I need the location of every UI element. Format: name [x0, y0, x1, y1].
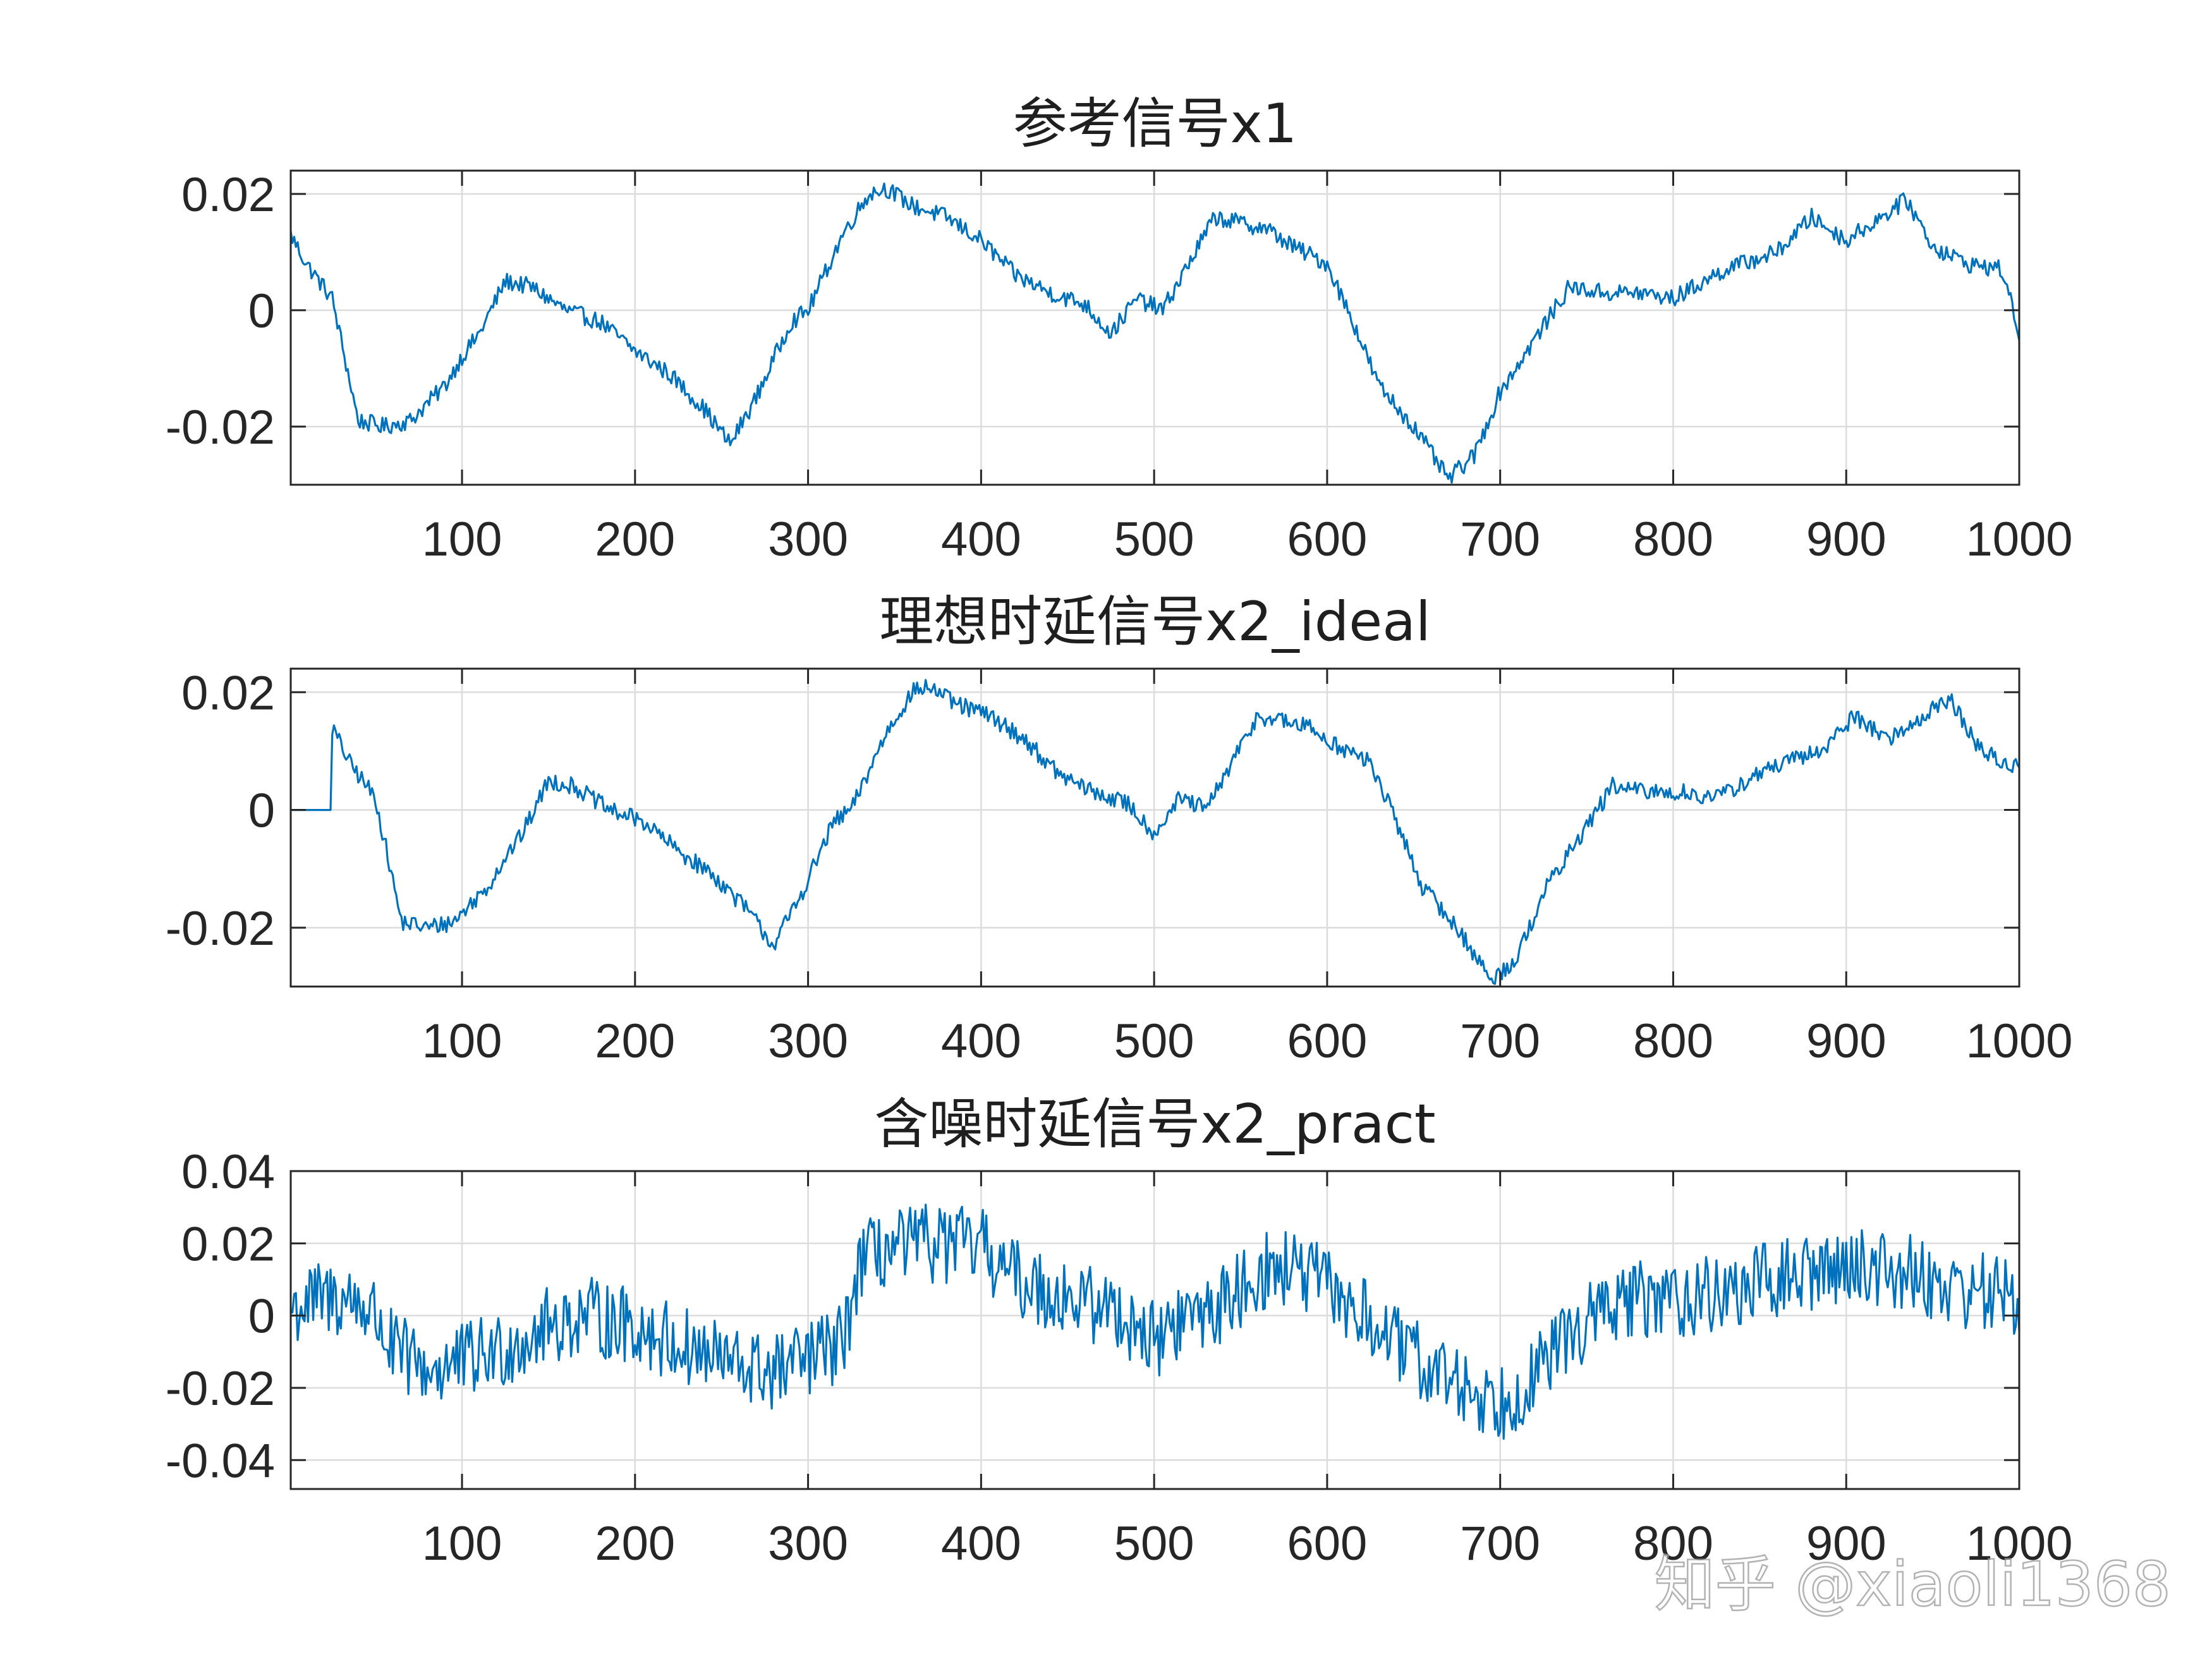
watermark-text: 知乎 @xiaoli1368: [1655, 1549, 2171, 1620]
x-tick-label: 300: [768, 1517, 848, 1571]
x-tick-label: 200: [595, 1517, 675, 1571]
x-tick-label: 800: [1633, 513, 1713, 566]
subplot-2: 理想时延信号x2_ideal 100 200 300 400 500 600 700 800 90…: [166, 590, 2073, 1068]
x-tick-label: 300: [768, 1014, 848, 1068]
x-tick-label: 900: [1806, 1517, 1887, 1571]
x-tick-label: 500: [1114, 1517, 1194, 1571]
y-tick-label: 0.02: [181, 666, 275, 720]
x-tick-label: 600: [1287, 513, 1367, 566]
x-tick-label: 100: [422, 513, 502, 566]
x-tick-label: 1000: [1966, 513, 2072, 566]
x-tick-label: 1000: [1966, 1014, 2072, 1068]
series-line: [289, 1203, 2021, 1440]
x-tick-label: 900: [1806, 1014, 1887, 1068]
x-tick-label: 800: [1633, 1517, 1713, 1571]
y-tick-label: 0.02: [181, 168, 275, 222]
x-tick-label: 400: [941, 513, 1021, 566]
x-tick-label: 800: [1633, 1014, 1713, 1068]
x-tick-label: 400: [941, 1014, 1021, 1068]
y-tick-label: 0.02: [181, 1217, 275, 1271]
chart-title: 含噪时延信号x2_pract: [874, 1093, 1435, 1156]
chart-title: 参考信号x1: [1013, 92, 1297, 155]
y-tick-label: 0: [248, 284, 275, 338]
y-tick-label: 0: [248, 1290, 275, 1344]
y-tick-label: -0.02: [166, 902, 275, 956]
series-line: [291, 679, 2021, 985]
x-tick-label: 900: [1806, 513, 1887, 566]
x-tick-label: 100: [422, 1014, 502, 1068]
y-tick-label: 0: [248, 784, 275, 838]
series-line: [289, 182, 2021, 484]
y-tick-label: 0.04: [181, 1145, 275, 1199]
x-tick-label: 700: [1460, 1517, 1540, 1571]
x-tick-label: 600: [1287, 1517, 1367, 1571]
subplot-1: 参考信号x1 100 200 300 400 500 600 700 800 900 1000 -0.…: [166, 92, 2073, 566]
y-tick-label: -0.02: [166, 1362, 275, 1416]
x-tick-label: 400: [941, 1517, 1021, 1571]
x-tick-label: 1000: [1966, 1517, 2072, 1571]
x-tick-label: 100: [422, 1517, 502, 1571]
x-tick-label: 600: [1287, 1014, 1367, 1068]
y-tick-label: -0.02: [166, 401, 275, 454]
x-tick-label: 200: [595, 513, 675, 566]
x-tick-label: 200: [595, 1014, 675, 1068]
subplot-3: 含噪时延信号x2_pract 100 200 300 400 500 600 700 800 90…: [166, 1093, 2073, 1571]
x-tick-label: 500: [1114, 513, 1194, 566]
x-tick-label: 500: [1114, 1014, 1194, 1068]
chart-title: 理想时延信号x2_ideal: [879, 590, 1431, 653]
x-tick-label: 300: [768, 513, 848, 566]
y-tick-label: -0.04: [166, 1434, 275, 1488]
x-tick-label: 700: [1460, 1014, 1540, 1068]
x-tick-label: 700: [1460, 513, 1540, 566]
